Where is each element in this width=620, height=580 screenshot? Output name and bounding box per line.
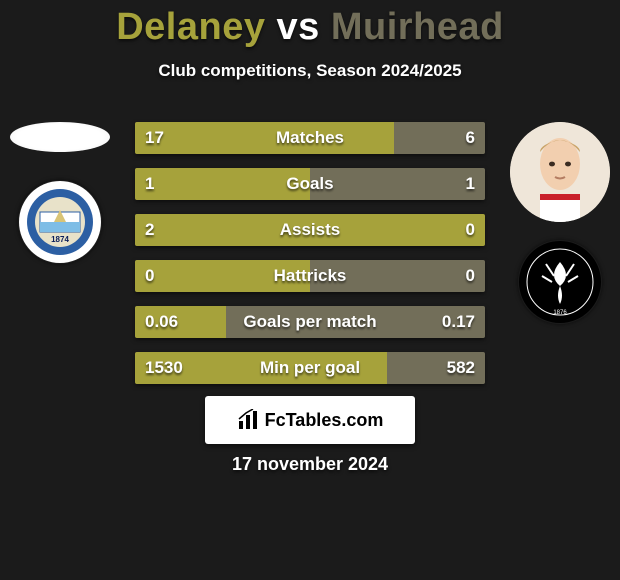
stat-row: 00Hattricks: [135, 260, 485, 292]
stat-label: Goals: [135, 168, 485, 200]
brand-badge: FcTables.com: [205, 396, 415, 444]
stat-label: Goals per match: [135, 306, 485, 338]
bar-chart-icon: [237, 409, 259, 431]
player2-name: Muirhead: [331, 6, 504, 48]
svg-text:1876: 1876: [553, 310, 567, 316]
vs-label: vs: [277, 6, 320, 48]
svg-text:1874: 1874: [51, 235, 69, 244]
stat-row: 20Assists: [135, 214, 485, 246]
stat-row: 176Matches: [135, 122, 485, 154]
stat-label: Assists: [135, 214, 485, 246]
comparison-title: Delaney vs Muirhead: [0, 0, 620, 49]
player1-avatar: [10, 122, 110, 152]
player2-column: 1876: [510, 122, 610, 324]
stat-label: Matches: [135, 122, 485, 154]
stat-row: 0.060.17Goals per match: [135, 306, 485, 338]
brand-text: FcTables.com: [265, 410, 384, 431]
stat-row: 11Goals: [135, 168, 485, 200]
snapshot-date: 17 november 2024: [0, 454, 620, 475]
stat-bars-container: 176Matches 11Goals 20Assists 00Hattricks 0.0…: [135, 122, 485, 398]
subtitle: Club competitions, Season 2024/2025: [0, 61, 620, 81]
player1-name: Delaney: [116, 6, 265, 48]
stat-row: 1530582Min per goal: [135, 352, 485, 384]
player2-club-logo: 1876: [518, 240, 602, 324]
player1-club-logo: 1874: [18, 180, 102, 264]
stat-label: Hattricks: [135, 260, 485, 292]
stat-label: Min per goal: [135, 352, 485, 384]
player1-column: 1874: [10, 122, 110, 264]
player2-avatar: [510, 122, 610, 222]
